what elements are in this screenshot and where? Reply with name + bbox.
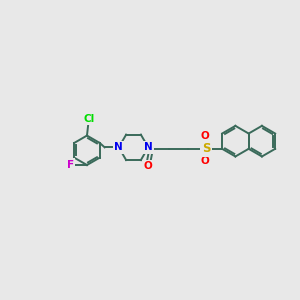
Text: N: N [114,142,123,152]
Text: O: O [200,156,209,166]
Text: F: F [67,160,74,170]
Text: O: O [144,161,153,172]
Text: S: S [202,142,210,155]
Text: N: N [144,142,153,152]
Text: O: O [200,131,209,142]
Text: Cl: Cl [83,114,95,124]
